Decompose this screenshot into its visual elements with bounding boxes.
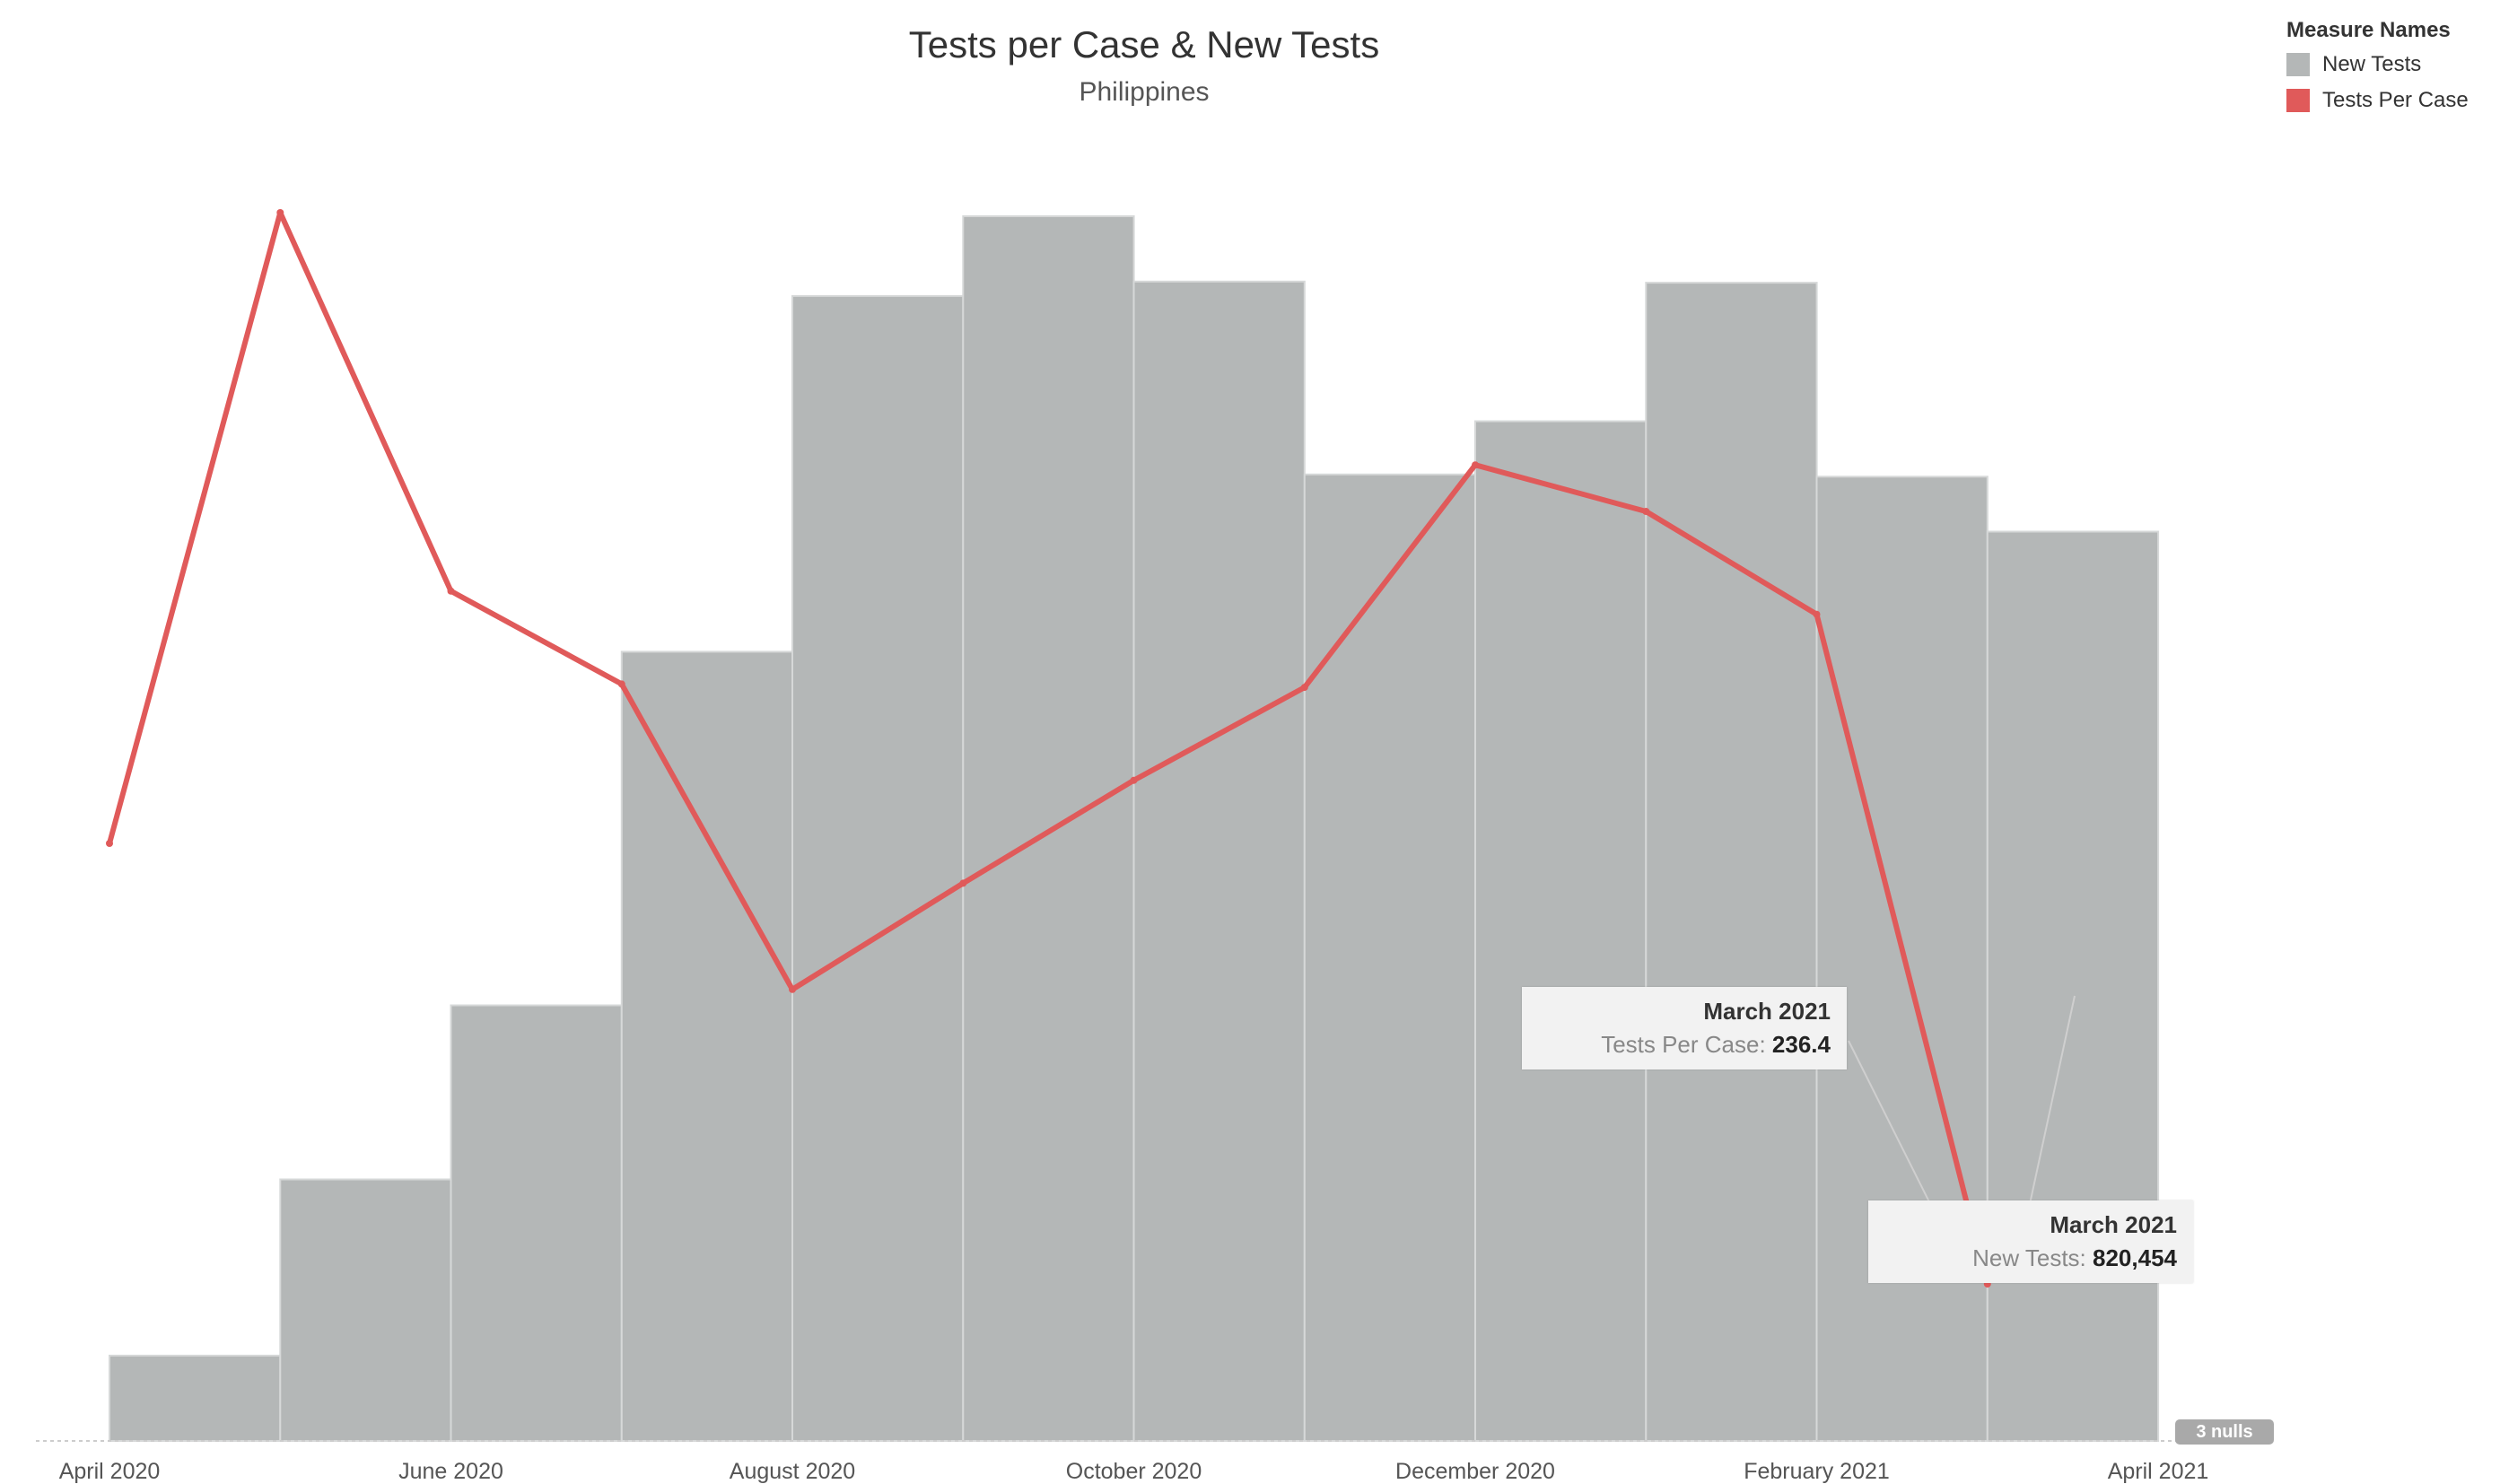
point-tests-per-case-2020-04[interactable] (106, 840, 113, 847)
line-tests-per-case (107, 210, 1990, 1288)
point-tests-per-case-2021-02[interactable] (1813, 610, 1821, 618)
legend-label-new-tests: New Tests (2322, 52, 2422, 76)
x-tick-label: February 2021 (1744, 1459, 1890, 1484)
legend: Measure Names New Tests Tests Per Case (2286, 18, 2469, 124)
bar-new-tests-2020-12[interactable] (1474, 420, 1648, 1442)
point-tests-per-case-2020-07[interactable] (617, 680, 625, 688)
x-tick-label: June 2020 (398, 1459, 503, 1484)
point-tests-per-case-2020-05[interactable] (276, 209, 284, 216)
chart-subtitle: Philippines (1079, 77, 1210, 107)
x-tick-label: April 2020 (59, 1459, 161, 1484)
legend-swatch-new-tests (2286, 53, 2310, 76)
point-tests-per-case-2020-08[interactable] (789, 985, 796, 993)
nulls-badge[interactable]: 3 nulls (2175, 1419, 2274, 1445)
bar-new-tests-2020-06[interactable] (450, 1004, 623, 1442)
legend-swatch-tests-per-case (2286, 89, 2310, 112)
point-tests-per-case-2020-11[interactable] (1300, 684, 1308, 692)
tooltip-tests-per-case: March 2021 Tests Per Case: 236.4 (1522, 987, 1847, 1069)
point-tests-per-case-2020-12[interactable] (1472, 461, 1479, 469)
tooltip-new-tests-header: March 2021 (2050, 1211, 2177, 1238)
bar-new-tests-2020-04[interactable] (109, 1354, 282, 1443)
legend-item-tests-per-case[interactable]: Tests Per Case (2286, 88, 2469, 113)
tooltip-tests-per-case-label: Tests Per Case: (1601, 1031, 1772, 1058)
tooltip-leader-new-tests (2029, 995, 2076, 1205)
tooltip-tests-per-case-header: March 2021 (1703, 998, 1831, 1025)
tooltip-new-tests-value: 820,454 (2093, 1244, 2177, 1271)
x-tick-label: April 2021 (2108, 1459, 2209, 1484)
point-tests-per-case-2021-01[interactable] (1642, 508, 1650, 515)
point-tests-per-case-2020-10[interactable] (1130, 776, 1138, 784)
bar-new-tests-2020-08[interactable] (791, 294, 965, 1442)
legend-title: Measure Names (2286, 18, 2451, 42)
tooltip-new-tests-label: New Tests: (1972, 1244, 2094, 1271)
tooltip-tests-per-case-line: Tests Per Case: 236.4 (1538, 1031, 1831, 1059)
tooltip-tests-per-case-value: 236.4 (1771, 1031, 1831, 1058)
bar-new-tests-2020-11[interactable] (1303, 473, 1477, 1442)
legend-item-new-tests[interactable]: New Tests (2286, 52, 2469, 77)
bar-new-tests-2020-05[interactable] (279, 1178, 452, 1442)
bar-new-tests-2020-07[interactable] (620, 650, 794, 1442)
bar-new-tests-2020-10[interactable] (1132, 280, 1306, 1442)
bar-new-tests-2021-03[interactable] (1986, 530, 2160, 1442)
point-tests-per-case-2020-09[interactable] (959, 879, 967, 887)
x-tick-label: August 2020 (730, 1459, 855, 1484)
tooltip-new-tests-line: New Tests: 820,454 (1884, 1244, 2177, 1272)
x-tick-label: October 2020 (1066, 1459, 1202, 1484)
tooltip-new-tests: March 2021 New Tests: 820,454 (1868, 1200, 2193, 1283)
x-tick-label: December 2020 (1395, 1459, 1555, 1484)
bar-new-tests-2020-09[interactable] (962, 215, 1135, 1442)
point-tests-per-case-2020-06[interactable] (447, 587, 455, 595)
legend-label-tests-per-case: Tests Per Case (2322, 88, 2469, 112)
chart-title: Tests per Case & New Tests (908, 23, 1380, 65)
bar-new-tests-2021-01[interactable] (1645, 282, 1818, 1443)
